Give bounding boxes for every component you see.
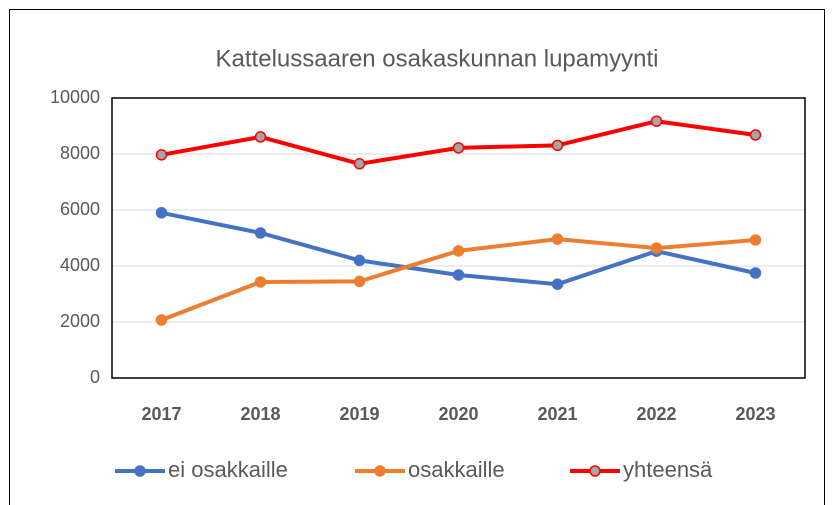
data-point (353, 254, 366, 267)
chart-title: Kattelussaaren osakaskunnan lupamyynti (216, 45, 659, 72)
y-tick-label: 10000 (50, 87, 100, 107)
x-tick-label: 2023 (735, 404, 775, 424)
data-point (353, 275, 366, 288)
legend-label: ei osakkaille (168, 457, 288, 482)
data-point (749, 129, 762, 141)
legend-label: osakkaille (408, 457, 505, 482)
y-tick-label: 2000 (60, 311, 100, 331)
data-point (650, 115, 663, 127)
legend-marker (134, 465, 146, 477)
data-point (452, 245, 465, 257)
y-tick-label: 4000 (60, 255, 100, 275)
legend-marker (589, 465, 601, 477)
data-point (551, 139, 564, 152)
x-tick-label: 2021 (537, 404, 577, 424)
y-tick-label: 8000 (60, 143, 100, 163)
data-point (650, 242, 663, 254)
y-tick-label: 6000 (60, 199, 100, 219)
legend-label: yhteensä (623, 457, 713, 482)
data-point (254, 276, 267, 288)
chart-frame (9, 9, 825, 505)
data-point (155, 314, 168, 326)
x-tick-label: 2017 (141, 404, 181, 424)
data-point (155, 149, 168, 161)
data-point (254, 131, 267, 143)
legend-marker (374, 465, 386, 477)
x-tick-label: 2018 (240, 404, 280, 424)
data-point (551, 278, 564, 290)
data-point (749, 234, 762, 246)
y-tick-label: 0 (90, 367, 100, 387)
data-point (353, 158, 366, 170)
data-point (254, 227, 267, 239)
data-point (452, 269, 465, 281)
data-point (452, 142, 465, 154)
x-tick-label: 2022 (636, 404, 676, 424)
x-tick-label: 2019 (339, 404, 379, 424)
data-point (551, 233, 564, 245)
data-point (749, 267, 762, 279)
plot-frame (111, 97, 806, 379)
data-point (155, 207, 168, 219)
x-tick-label: 2020 (438, 404, 478, 424)
